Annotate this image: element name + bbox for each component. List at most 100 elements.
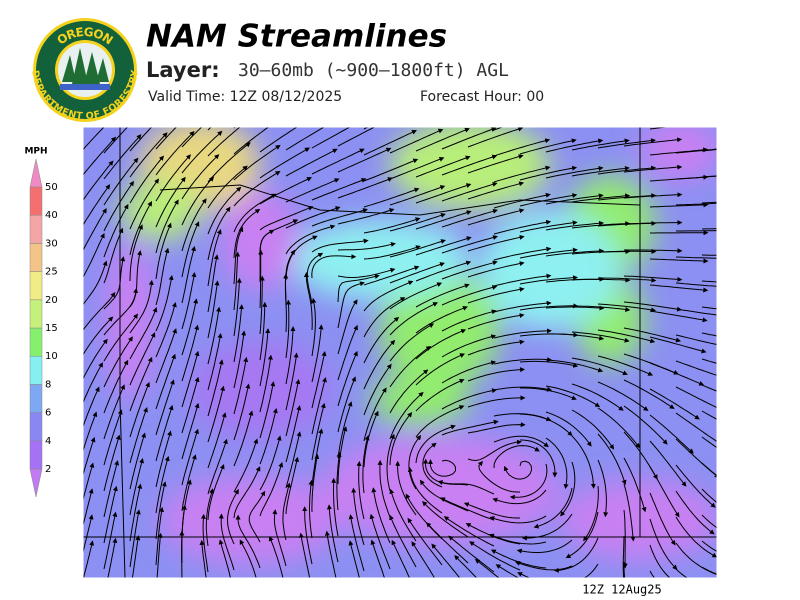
streamline (493, 300, 552, 313)
streamline (103, 203, 129, 258)
streamline (199, 539, 207, 578)
streamline (308, 479, 314, 539)
legend-band (29, 271, 43, 301)
streamline (493, 386, 553, 392)
streamline (545, 333, 605, 341)
streamline (728, 305, 784, 306)
streamline (649, 336, 707, 354)
streamline (701, 280, 717, 283)
streamline (129, 356, 153, 412)
streamline (441, 127, 497, 150)
streamline (493, 357, 553, 365)
streamline (83, 436, 96, 477)
layer: 30–60mb (~900–1800ft) AGL (238, 60, 509, 81)
streamline (492, 489, 547, 505)
streamline (545, 305, 605, 311)
legend-band (29, 214, 43, 244)
streamline (363, 217, 421, 234)
streamline (728, 140, 783, 149)
legend: 2 4 6 8 10 15 20 25 30 40 50 (29, 158, 58, 498)
streamline (181, 127, 203, 148)
streamline (129, 132, 168, 178)
streamline (701, 201, 717, 204)
streamline (408, 434, 422, 490)
streamline (338, 92, 386, 120)
streamline (545, 248, 605, 257)
streamline (129, 127, 153, 152)
streamline (83, 386, 100, 428)
streamline (493, 328, 552, 339)
legend-label: 15 (45, 323, 58, 334)
streamline (155, 222, 172, 280)
streamline (701, 306, 717, 310)
streamline (422, 501, 469, 538)
streamline (649, 414, 694, 454)
streamline (226, 488, 239, 545)
streamline (676, 595, 730, 600)
streamline (389, 128, 444, 154)
streamline (701, 148, 717, 152)
streamline (495, 564, 520, 578)
streamline (493, 246, 552, 261)
streamline (622, 535, 625, 578)
streamline (441, 419, 499, 436)
streamline (311, 127, 351, 149)
streamline (728, 331, 784, 334)
streamline (129, 381, 150, 438)
streamline (259, 301, 268, 361)
streamline (155, 154, 191, 202)
streamline (285, 148, 338, 177)
streamline (259, 147, 310, 179)
streamline (326, 504, 339, 563)
streamline (259, 354, 273, 413)
streamline (207, 412, 227, 469)
streamline (233, 251, 241, 311)
streamline (441, 208, 499, 228)
streamline (233, 193, 277, 233)
streamline (337, 324, 358, 381)
streamline (155, 131, 195, 176)
streamline (583, 563, 599, 578)
streamline (337, 274, 380, 303)
streamline (546, 113, 601, 126)
streamline (623, 483, 636, 542)
streamline (463, 502, 520, 519)
streamline (676, 127, 681, 128)
legend-band (29, 158, 43, 188)
streamline (649, 202, 709, 208)
streamline (728, 249, 784, 253)
streamline (363, 158, 419, 182)
streamline (467, 234, 525, 252)
streamline (503, 460, 533, 480)
streamline (181, 350, 200, 408)
streamline (467, 154, 524, 174)
streamline (675, 490, 715, 535)
streamline (571, 193, 631, 203)
legend-label: 30 (45, 238, 58, 249)
streamline (649, 544, 671, 578)
streamline (311, 148, 365, 175)
streamline (649, 440, 687, 487)
streamline (389, 185, 446, 206)
streamline (597, 381, 649, 412)
streamline (515, 561, 573, 571)
streamline (415, 329, 467, 360)
streamline (519, 193, 578, 207)
streamline (181, 198, 207, 252)
streamline (441, 154, 498, 176)
streamline (311, 254, 357, 279)
streamline (649, 466, 680, 518)
legend-band (29, 186, 43, 216)
streamline (571, 165, 630, 177)
streamline (337, 350, 358, 407)
streamline (363, 280, 414, 312)
streamline (467, 395, 526, 408)
streamline (467, 439, 522, 462)
streamline (285, 456, 300, 515)
streamline (272, 509, 287, 567)
streamline (441, 334, 497, 358)
streamline (441, 260, 498, 280)
streamline (363, 127, 369, 130)
legend-label: 4 (45, 436, 51, 447)
streamline (701, 332, 717, 337)
